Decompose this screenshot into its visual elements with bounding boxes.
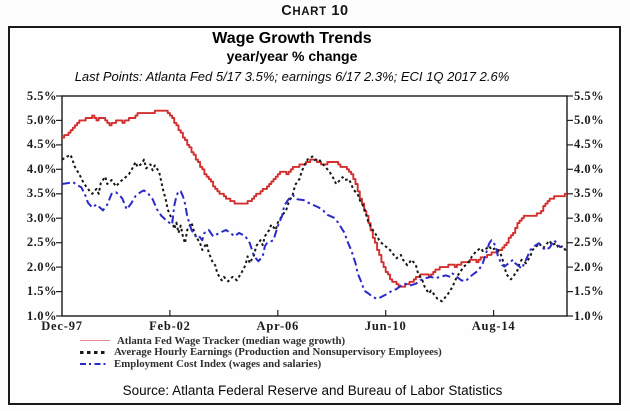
y-axis-label-right: 1.0%	[574, 308, 605, 323]
legend: Atlanta Fed Wage Tracker (median wage gr…	[80, 335, 442, 370]
y-axis-label-right: 1.5%	[574, 284, 605, 299]
y-axis-label-right: 4.0%	[574, 161, 605, 176]
legend-label: Employment Cost Index (wages and salarie…	[114, 357, 322, 370]
y-axis-label-left: 2.5%	[26, 235, 57, 250]
y-axis-label-right: 4.5%	[574, 137, 605, 152]
chart-number-value: 10	[326, 3, 349, 19]
y-axis-label-right: 5.5%	[574, 88, 605, 103]
chart-number-c: C	[281, 3, 293, 19]
last-points-note: Last Points: Atlanta Fed 5/17 3.5%; earn…	[74, 69, 510, 84]
x-axis-label: Apr-06	[256, 319, 300, 333]
y-axis-label-right: 3.0%	[574, 210, 605, 225]
y-axis-label-left: 5.0%	[26, 112, 57, 127]
y-axis-label-left: 3.5%	[26, 186, 57, 201]
x-axis-label: Aug-14	[471, 319, 516, 333]
blue-dash-dot-line-icon	[80, 362, 107, 366]
y-axis-label-right: 2.0%	[574, 259, 605, 274]
figure-border-box	[8, 26, 621, 405]
y-axis-label-left: 2.0%	[26, 259, 57, 274]
legend-label: Atlanta Fed Wage Tracker (median wage gr…	[117, 334, 346, 347]
y-axis-label-left: 1.0%	[26, 308, 57, 323]
legend-item-eci: Employment Cost Index (wages and salarie…	[80, 358, 442, 370]
chart-subtitle: year/year % change	[226, 48, 358, 64]
y-axis-label-left: 4.0%	[26, 161, 57, 176]
x-axis-label: Dec-97	[41, 319, 83, 333]
x-axis-label: Feb-02	[149, 319, 191, 333]
y-axis-label-left: 5.5%	[26, 88, 57, 103]
legend-label: Average Hourly Earnings (Production and …	[114, 346, 442, 359]
y-axis-label-right: 3.5%	[574, 186, 605, 201]
y-axis-label-right: 2.5%	[574, 235, 605, 250]
title-block: Wage Growth Trends year/year % change	[8, 30, 576, 64]
x-axis-label: Jun-10	[364, 319, 407, 333]
red-solid-line-icon	[80, 340, 110, 342]
chart-number-label: CHART 10	[0, 3, 630, 19]
chart-title: Wage Growth Trends	[212, 30, 372, 47]
legend-item-atlanta-fed: Atlanta Fed Wage Tracker (median wage gr…	[80, 335, 442, 347]
chart-number-hart: HART	[292, 6, 327, 18]
y-axis-label-left: 1.5%	[26, 284, 57, 299]
source-line: Source: Atlanta Federal Reserve and Bure…	[122, 383, 503, 398]
y-axis-label-right: 5.0%	[574, 112, 605, 127]
legend-item-hourly-earnings: Average Hourly Earnings (Production and …	[80, 346, 442, 359]
y-axis-label-left: 3.0%	[26, 210, 57, 225]
y-axis-label-left: 4.5%	[26, 137, 57, 152]
black-dashed-line-icon	[80, 350, 107, 354]
